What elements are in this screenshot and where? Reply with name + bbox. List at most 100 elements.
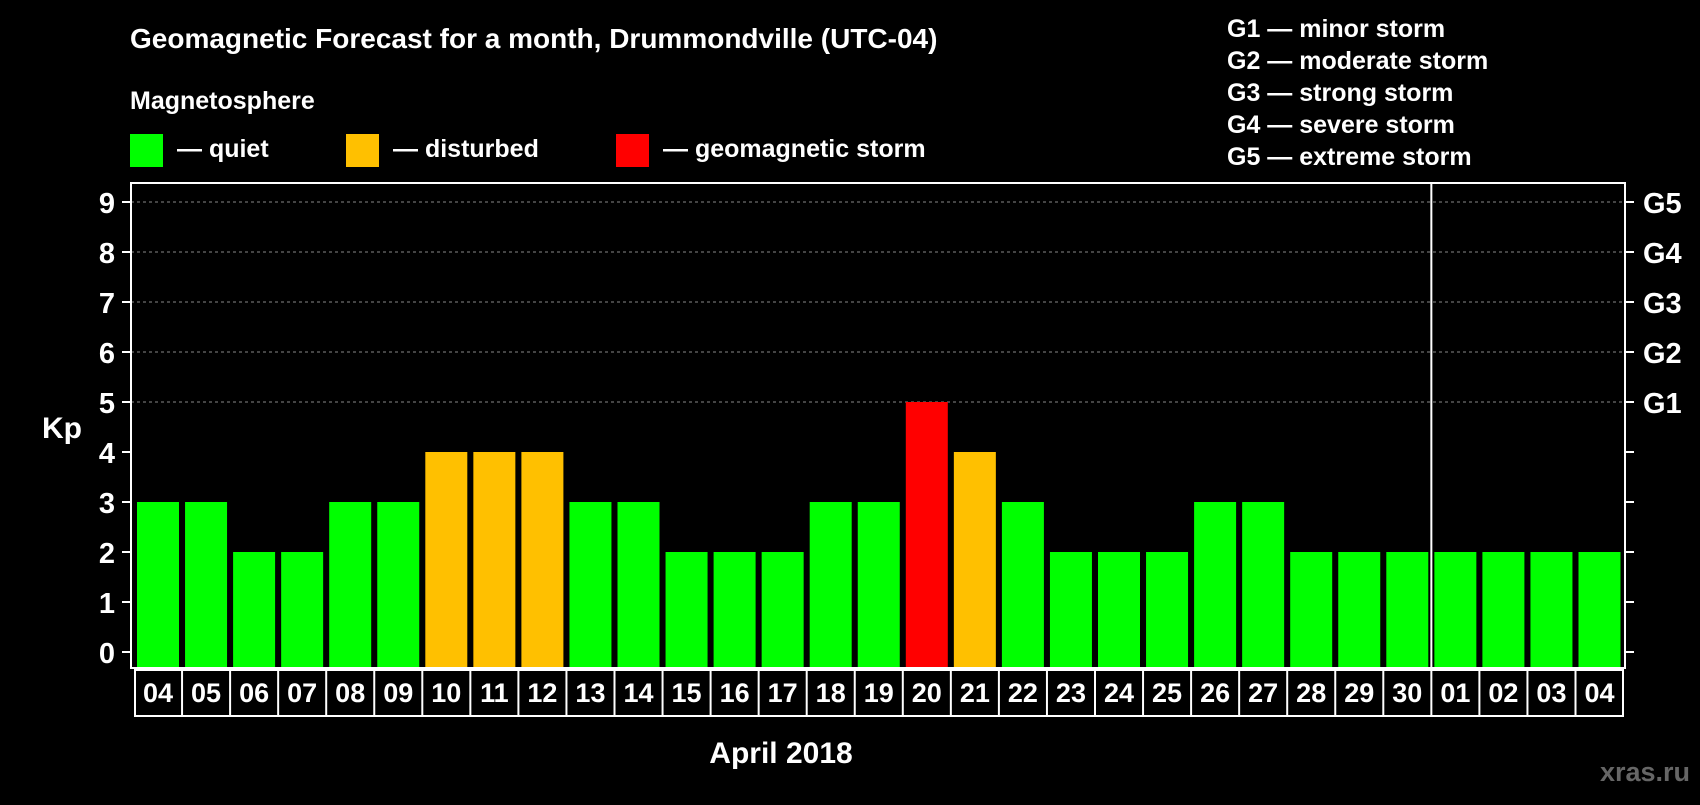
- bar-day-14-10: [617, 502, 660, 668]
- bar-day-27-23: [1242, 502, 1285, 668]
- storm-scale-g5: G5 — extreme storm: [1227, 143, 1472, 171]
- storm-scale-g3: G3 — strong storm: [1227, 79, 1453, 107]
- x-tick-label-02-28: 02: [1488, 678, 1518, 708]
- bar-day-13-9: [569, 502, 612, 668]
- y-tick-label-3: 3: [99, 488, 115, 520]
- storm-axis-ticks: G1 G2 G3 G4 G5: [1643, 188, 1682, 420]
- y-tick-label-9: 9: [99, 188, 115, 220]
- bar-day-29-25: [1338, 552, 1381, 668]
- storm-axis-label-G4: G4: [1643, 238, 1682, 270]
- storm-scale-g1: G1 — minor storm: [1227, 15, 1445, 43]
- x-tick-label-20-16: 20: [912, 678, 942, 708]
- bar-day-15-11: [665, 552, 708, 668]
- storm-scale-list: G1 — minor storm G2 — moderate storm G3 …: [1227, 15, 1488, 171]
- x-tick-label-01-27: 01: [1440, 678, 1470, 708]
- bar-day-10-6: [425, 452, 468, 668]
- x-tick-label-12-8: 12: [527, 678, 557, 708]
- legend-swatch-quiet: [130, 134, 163, 167]
- x-tick-label-18-14: 18: [816, 678, 846, 708]
- storm-axis-label-G5: G5: [1643, 188, 1682, 220]
- storm-axis-label-G3: G3: [1643, 288, 1682, 320]
- storm-axis-label-G1: G1: [1643, 388, 1682, 420]
- x-tick-label-27-23: 27: [1248, 678, 1278, 708]
- x-tick-label-21-17: 21: [960, 678, 990, 708]
- x-tick-label-25-21: 25: [1152, 678, 1182, 708]
- y-tick-label-0: 0: [99, 638, 115, 670]
- y-axis-label: Kp: [42, 412, 82, 445]
- x-tick-label-28-24: 28: [1296, 678, 1326, 708]
- legend-label-storm: — geomagnetic storm: [663, 135, 926, 163]
- bar-day-04-30: [1578, 552, 1621, 668]
- grid-layer: [131, 201, 1625, 403]
- x-tick-label-05-1: 05: [191, 678, 221, 708]
- chart-title: Geomagnetic Forecast for a month, Drummo…: [130, 23, 937, 54]
- bar-day-24-20: [1098, 552, 1140, 668]
- x-tick-label-24-20: 24: [1104, 678, 1134, 708]
- y-ticks: 0 1 2 3 4 5 6 7 8 9: [99, 188, 1634, 670]
- bar-day-07-3: [281, 552, 324, 668]
- bar-day-08-4: [329, 502, 372, 668]
- x-tick-label-06-2: 06: [239, 678, 269, 708]
- x-tick-label-26-22: 26: [1200, 678, 1230, 708]
- x-tick-label-22-18: 22: [1008, 678, 1038, 708]
- y-tick-label-6: 6: [99, 338, 115, 370]
- frame-layer: [130, 182, 1626, 669]
- y-tick-label-2: 2: [99, 538, 115, 570]
- bar-day-18-14: [809, 502, 852, 668]
- bar-day-30-26: [1386, 552, 1429, 668]
- bar-day-26-22: [1194, 502, 1237, 668]
- x-tick-labels: 04 05 06 07 08 09 10 11 12 13 14 15 16 17 18 19 20 21 22 23…: [134, 669, 1624, 717]
- bar-day-04-0: [137, 502, 179, 668]
- bar-day-02-28: [1482, 552, 1525, 668]
- x-tick-label-11-7: 11: [480, 678, 509, 708]
- bar-day-09-5: [377, 502, 420, 668]
- x-tick-label-03-29: 03: [1536, 678, 1566, 708]
- x-tick-label-29-25: 29: [1344, 678, 1374, 708]
- x-tick-label-04-30: 04: [1584, 678, 1614, 708]
- bar-day-03-29: [1530, 552, 1573, 668]
- bar-day-16-12: [713, 552, 756, 668]
- x-tick-label-23-19: 23: [1056, 678, 1086, 708]
- y-tick-label-8: 8: [99, 238, 115, 270]
- x-axis-label: April 2018: [709, 737, 852, 770]
- x-tick-label-07-3: 07: [287, 678, 317, 708]
- x-tick-label-30-26: 30: [1392, 678, 1422, 708]
- x-tick-label-14-10: 14: [623, 678, 653, 708]
- legend-swatch-disturbed: [346, 134, 379, 167]
- legend-label-disturbed: — disturbed: [393, 135, 539, 163]
- y-tick-label-7: 7: [99, 288, 115, 320]
- x-tick-label-13-9: 13: [575, 678, 605, 708]
- bar-day-20-16: [905, 402, 948, 668]
- bar-day-06-2: [233, 552, 276, 668]
- legend-label-quiet: — quiet: [177, 135, 269, 163]
- x-tick-label-15-11: 15: [672, 678, 702, 708]
- bar-day-11-7: [473, 452, 516, 668]
- legend-swatch-storm: [616, 134, 649, 167]
- chart-subtitle: Magnetosphere: [130, 87, 315, 115]
- storm-scale-g2: G2 — moderate storm: [1227, 47, 1488, 75]
- watermark: xras.ru: [1600, 757, 1690, 787]
- x-tick-label-09-5: 09: [383, 678, 413, 708]
- x-tick-label-04-0: 04: [143, 678, 173, 708]
- bar-day-01-27: [1434, 552, 1477, 668]
- storm-scale-g4: G4 — severe storm: [1227, 111, 1455, 139]
- bar-day-05-1: [185, 502, 228, 668]
- x-tick-label-08-4: 08: [335, 678, 365, 708]
- y-tick-label-1: 1: [99, 588, 115, 620]
- plot-frame: [130, 182, 1626, 669]
- storm-axis-label-G2: G2: [1643, 338, 1682, 370]
- bar-day-21-17: [953, 452, 996, 668]
- x-tick-label-19-15: 19: [864, 678, 894, 708]
- y-tick-label-4: 4: [99, 438, 115, 470]
- x-tick-label-16-12: 16: [720, 678, 750, 708]
- bar-day-28-24: [1290, 552, 1333, 668]
- x-label-strip: [134, 669, 1624, 717]
- bar-day-19-15: [857, 502, 900, 668]
- x-tick-label-10-6: 10: [431, 678, 461, 708]
- bar-day-17-13: [761, 552, 804, 668]
- legend: — quiet — disturbed — geomagnetic storm: [130, 134, 926, 167]
- x-tick-label-17-13: 17: [768, 678, 798, 708]
- bar-day-22-18: [1001, 502, 1044, 668]
- y-tick-label-5: 5: [99, 388, 115, 420]
